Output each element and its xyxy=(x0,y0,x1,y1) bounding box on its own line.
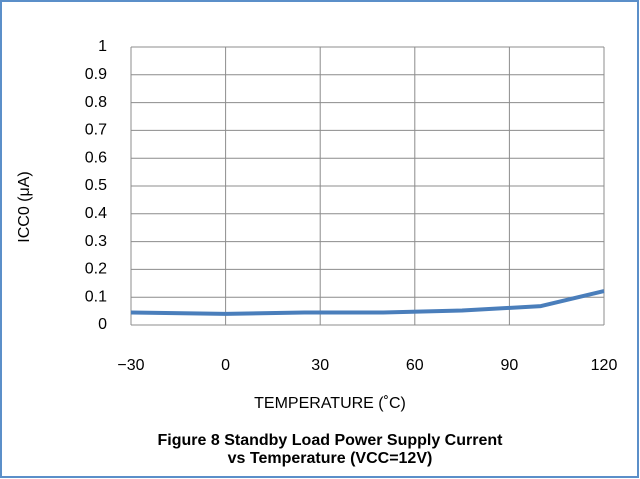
y-tick-label: 0.8 xyxy=(85,94,107,111)
y-tick-label: 0.3 xyxy=(85,233,107,250)
chart-title: vs Temperature (VCC=12V) xyxy=(228,450,433,467)
y-tick-label: 0.9 xyxy=(85,66,107,83)
y-tick-label: 0.6 xyxy=(85,149,107,166)
data-line xyxy=(130,289,605,316)
x-tick-label: 90 xyxy=(501,357,519,374)
y-tick-label: 0.1 xyxy=(85,288,107,305)
chart-title: Figure 8 Standby Load Power Supply Curre… xyxy=(158,432,504,449)
x-axis-label: TEMPERATURE (˚C) xyxy=(254,395,406,412)
x-tick-label: 120 xyxy=(591,357,618,374)
y-tick-label: 0.4 xyxy=(85,205,107,222)
x-tick-label: 60 xyxy=(406,357,424,374)
y-tick-label: 0.5 xyxy=(85,177,107,194)
y-tick-label: 0.2 xyxy=(85,261,107,278)
x-tick-label: 30 xyxy=(311,357,329,374)
y-axis-label: ICC0 (μA) xyxy=(16,171,33,242)
x-tick-label: −30 xyxy=(117,357,144,374)
y-tick-label: 0 xyxy=(98,316,107,333)
x-tick-label: 0 xyxy=(221,357,230,374)
y-tick-label: 1 xyxy=(98,38,107,55)
y-tick-label: 0.7 xyxy=(85,122,107,139)
